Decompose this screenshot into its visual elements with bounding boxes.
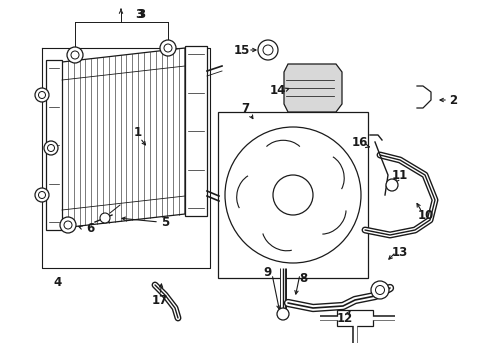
Text: 15: 15 — [233, 44, 250, 57]
Bar — [184, 46, 206, 216]
Text: 9: 9 — [263, 266, 270, 279]
Text: 4: 4 — [54, 275, 62, 288]
Circle shape — [60, 217, 76, 233]
Text: 12: 12 — [336, 311, 352, 324]
Circle shape — [258, 40, 278, 60]
Text: 6: 6 — [86, 221, 94, 234]
Circle shape — [100, 213, 110, 223]
Circle shape — [35, 88, 49, 102]
Text: 8: 8 — [298, 271, 306, 284]
Circle shape — [276, 308, 288, 320]
Circle shape — [385, 179, 397, 191]
Text: 5: 5 — [161, 216, 169, 229]
Circle shape — [272, 175, 312, 215]
Polygon shape — [62, 48, 184, 228]
Text: 14: 14 — [269, 84, 285, 96]
Polygon shape — [284, 64, 341, 112]
Bar — [46, 60, 62, 230]
Circle shape — [160, 40, 176, 56]
Text: 13: 13 — [391, 246, 407, 258]
Bar — [218, 112, 367, 278]
Text: 16: 16 — [351, 135, 367, 149]
Text: 17: 17 — [152, 293, 168, 306]
Text: 10: 10 — [417, 208, 433, 221]
Polygon shape — [336, 310, 372, 326]
Circle shape — [67, 47, 83, 63]
Text: 1: 1 — [134, 126, 142, 139]
Text: 3: 3 — [135, 8, 143, 21]
Circle shape — [224, 127, 360, 263]
Text: 2: 2 — [448, 94, 456, 107]
Circle shape — [370, 281, 388, 299]
Text: 7: 7 — [241, 102, 248, 114]
Circle shape — [35, 188, 49, 202]
Text: 11: 11 — [391, 168, 407, 181]
Text: 3: 3 — [137, 8, 145, 21]
Circle shape — [44, 141, 58, 155]
